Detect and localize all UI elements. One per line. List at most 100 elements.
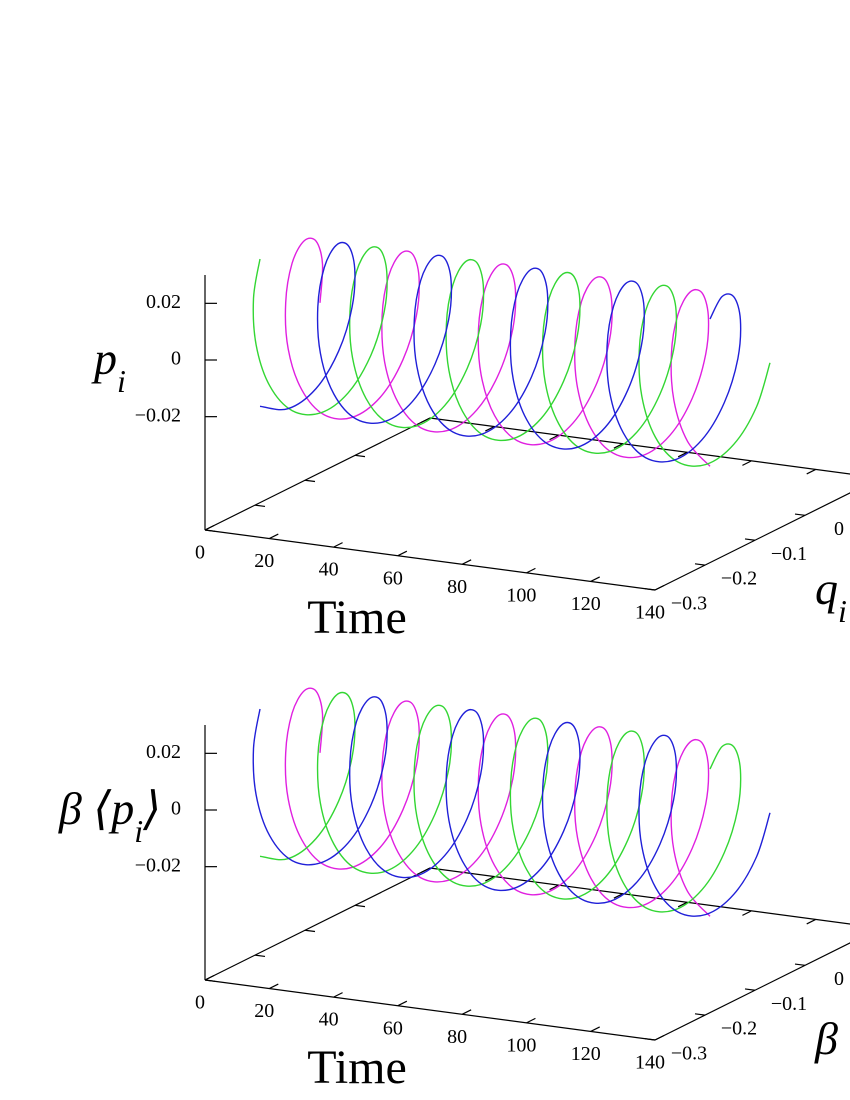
trajectory	[252, 696, 771, 917]
floor-edge	[204, 867, 431, 981]
x-tick-label: 80	[447, 1026, 467, 1048]
x-tick-label: 100	[506, 1034, 536, 1056]
z-tick-label: 0	[171, 798, 181, 820]
x-axis-label: Time	[307, 1041, 407, 1094]
q-axis	[654, 492, 850, 591]
x-tick-label: 20	[254, 550, 274, 572]
label-text: β ⟨q	[814, 1013, 850, 1064]
y-tick	[304, 929, 316, 933]
y-tick	[304, 479, 316, 483]
x-tick	[461, 1009, 472, 1015]
axis-label: pi	[91, 333, 126, 399]
axis-label: β ⟨qi⟩	[814, 1013, 850, 1079]
y-tick	[644, 588, 656, 591]
x-tick	[333, 992, 343, 998]
x-tick	[269, 983, 279, 990]
x-tick-label: 60	[383, 1017, 403, 1039]
label-text: q	[815, 563, 838, 614]
y-tick	[644, 1038, 656, 1041]
x-tick-label: 140	[635, 1052, 665, 1074]
x-tick	[590, 576, 600, 582]
x-tick-label: 40	[319, 559, 339, 581]
x-tick-label: 140	[635, 602, 665, 624]
x-tick	[549, 884, 559, 891]
time-axis	[204, 979, 656, 1041]
x-tick	[526, 1017, 536, 1024]
x-tick	[420, 867, 431, 874]
y-tick	[694, 563, 706, 566]
y-tick-label: −0.1	[771, 543, 807, 565]
time-axis	[204, 529, 656, 591]
x-tick	[806, 918, 816, 925]
x-tick-label: 0	[195, 992, 205, 1014]
x-tick	[742, 910, 752, 916]
x-tick	[654, 584, 665, 591]
y-tick	[354, 904, 366, 908]
x-tick	[677, 451, 688, 458]
x-tick	[420, 417, 431, 424]
label-subscript: i	[134, 813, 143, 849]
x-tick	[397, 550, 408, 557]
y-tick	[254, 954, 266, 958]
label-subscript: i	[117, 363, 126, 399]
y-tick	[744, 988, 756, 991]
z-tick-label: 0	[171, 348, 181, 370]
x-axis-label: Time	[307, 591, 407, 644]
x-tick-label: 120	[571, 593, 601, 615]
label-subscript: i	[838, 593, 847, 629]
trajectory	[259, 691, 742, 913]
floor-edge	[429, 867, 850, 925]
x-tick	[549, 434, 559, 441]
x-tick-label: 60	[383, 567, 403, 589]
x-tick-label: 120	[571, 1043, 601, 1065]
y-tick	[794, 513, 806, 516]
trajectory	[259, 241, 742, 463]
x-tick-label: 0	[195, 542, 205, 564]
y-tick-label: −0.2	[721, 568, 757, 590]
x-tick-label: 40	[319, 1009, 339, 1031]
y-tick	[794, 963, 806, 966]
y-tick	[254, 504, 266, 508]
x-tick	[485, 426, 495, 432]
y-tick	[744, 538, 756, 541]
floor-edge	[429, 417, 850, 475]
x-tick	[461, 559, 472, 565]
x-tick	[806, 468, 816, 475]
x-tick-label: 80	[447, 576, 467, 598]
y-tick	[694, 1013, 706, 1016]
x-tick	[742, 460, 752, 466]
axis-label: qi	[815, 563, 847, 629]
x-tick	[613, 893, 624, 899]
label-text: p	[91, 333, 117, 384]
x-tick	[677, 901, 688, 908]
y-tick-label: 0	[834, 518, 844, 540]
label-text: β ⟨p	[58, 783, 134, 834]
y-tick	[204, 529, 216, 532]
x-tick	[613, 443, 624, 449]
x-tick	[204, 974, 215, 981]
z-tick-label: −0.02	[135, 854, 181, 876]
q-axis	[654, 942, 850, 1041]
z-tick-label: −0.02	[135, 404, 181, 426]
y-tick-label: −0.1	[771, 993, 807, 1015]
trajectory	[284, 237, 711, 467]
x-tick	[269, 533, 279, 540]
y-tick-label: 0	[834, 968, 844, 990]
axis-label: β ⟨pi⟩	[58, 783, 161, 849]
x-tick	[654, 1034, 665, 1041]
y-tick-label: −0.3	[671, 593, 707, 615]
x-tick	[590, 1026, 600, 1032]
trajectory	[284, 687, 711, 917]
y-tick-label: −0.2	[721, 1018, 757, 1040]
z-tick-label: 0.02	[146, 291, 181, 313]
label-text: ⟩	[142, 783, 161, 834]
x-tick-label: 100	[506, 584, 536, 606]
floor-edge	[204, 417, 431, 531]
x-tick	[485, 876, 495, 882]
x-tick	[397, 1000, 408, 1007]
trajectory	[252, 246, 771, 467]
z-tick-label: 0.02	[146, 741, 181, 763]
x-tick-label: 20	[254, 1000, 274, 1022]
